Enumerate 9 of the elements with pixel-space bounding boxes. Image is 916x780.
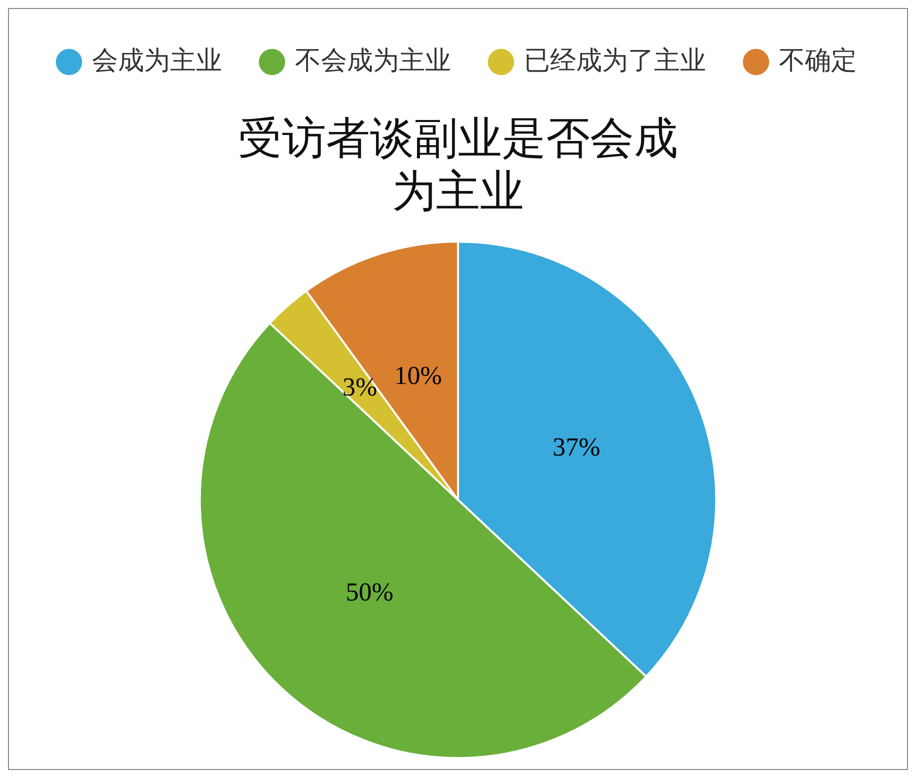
data-label: 37% <box>552 432 600 462</box>
legend-label: 会成为主业 <box>92 46 222 76</box>
legend-label: 不确定 <box>779 46 857 76</box>
data-label: 10% <box>394 360 442 390</box>
data-label: 3% <box>342 372 378 402</box>
data-label: 50% <box>346 578 394 607</box>
legend-label: 已经成为了主业 <box>524 46 706 76</box>
text: 受访者谈副业是否会成为主业 <box>238 114 678 216</box>
legend-label: 不会成为主业 <box>295 46 451 76</box>
